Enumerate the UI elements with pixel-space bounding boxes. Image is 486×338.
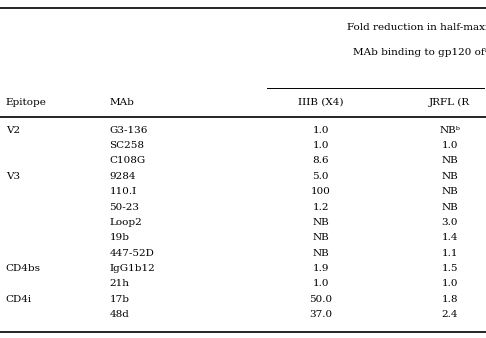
Text: Loop2: Loop2 <box>109 218 142 227</box>
Text: 21h: 21h <box>109 280 129 288</box>
Text: SC258: SC258 <box>109 141 144 150</box>
Text: 100: 100 <box>311 187 330 196</box>
Text: NB: NB <box>312 249 329 258</box>
Text: 5.0: 5.0 <box>312 172 329 181</box>
Text: CD4i: CD4i <box>6 295 32 304</box>
Text: 110.I: 110.I <box>109 187 137 196</box>
Text: CD4bs: CD4bs <box>6 264 41 273</box>
Text: V2: V2 <box>6 126 20 135</box>
Text: 37.0: 37.0 <box>309 310 332 319</box>
Text: 8.6: 8.6 <box>312 156 329 165</box>
Text: NBᵇ: NBᵇ <box>439 126 460 135</box>
Text: IgG1b12: IgG1b12 <box>109 264 155 273</box>
Text: 50.0: 50.0 <box>309 295 332 304</box>
Text: 1.4: 1.4 <box>441 233 458 242</box>
Text: 2.4: 2.4 <box>441 310 458 319</box>
Text: 9284: 9284 <box>109 172 136 181</box>
Text: 447-52D: 447-52D <box>109 249 154 258</box>
Text: MAb binding to gp120 ofᵃ:: MAb binding to gp120 ofᵃ: <box>353 48 486 57</box>
Text: 1.2: 1.2 <box>312 202 329 212</box>
Text: 1.5: 1.5 <box>441 264 458 273</box>
Text: 1.0: 1.0 <box>441 280 458 288</box>
Text: V3: V3 <box>6 172 20 181</box>
Text: NB: NB <box>441 202 458 212</box>
Text: 48d: 48d <box>109 310 129 319</box>
Text: 1.9: 1.9 <box>312 264 329 273</box>
Text: 1.1: 1.1 <box>441 249 458 258</box>
Text: G3-136: G3-136 <box>109 126 148 135</box>
Text: Fold reduction in half-maxim: Fold reduction in half-maxim <box>347 23 486 31</box>
Text: Epitope: Epitope <box>6 98 47 106</box>
Text: 1.0: 1.0 <box>312 141 329 150</box>
Text: 17b: 17b <box>109 295 129 304</box>
Text: NB: NB <box>441 156 458 165</box>
Text: NB: NB <box>441 187 458 196</box>
Text: 1.0: 1.0 <box>312 280 329 288</box>
Text: JRFL (R: JRFL (R <box>429 98 470 106</box>
Text: NB: NB <box>441 172 458 181</box>
Text: 1.8: 1.8 <box>441 295 458 304</box>
Text: 19b: 19b <box>109 233 129 242</box>
Text: C108G: C108G <box>109 156 146 165</box>
Text: MAb: MAb <box>109 98 134 106</box>
Text: NB: NB <box>312 233 329 242</box>
Text: 1.0: 1.0 <box>312 126 329 135</box>
Text: 3.0: 3.0 <box>441 218 458 227</box>
Text: IIIB (X4): IIIB (X4) <box>298 98 344 106</box>
Text: 50-23: 50-23 <box>109 202 139 212</box>
Text: NB: NB <box>312 218 329 227</box>
Text: 1.0: 1.0 <box>441 141 458 150</box>
